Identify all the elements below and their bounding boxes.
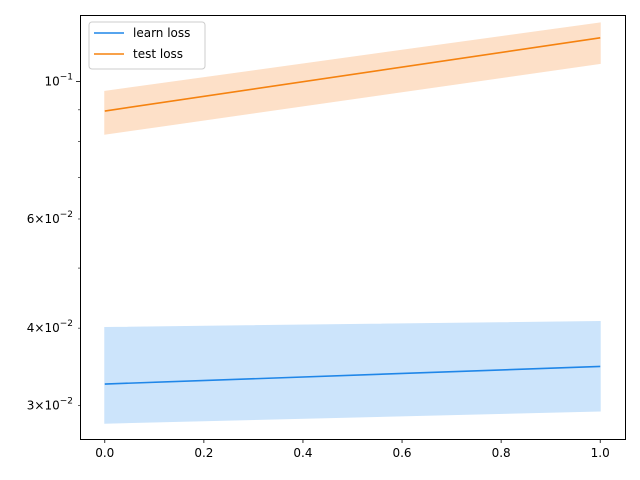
learn-loss-line [104, 365, 601, 385]
y-tick-label: 3×10−2 [27, 397, 73, 413]
legend: learn loss test loss [88, 21, 206, 70]
confidence-bands [104, 22, 601, 424]
y-axis: 10−1 3×10−2 4×10−2 6×10−2 [27, 72, 80, 413]
y-tick-label: 4×10−2 [27, 319, 73, 335]
y-tick-label: 6×10−2 [27, 210, 73, 226]
x-axis: 0.0 0.2 0.4 0.6 0.8 1.0 [95, 439, 610, 460]
series-lines [104, 37, 601, 385]
x-tick-label: 1.0 [591, 446, 610, 460]
plot-frame [80, 15, 626, 440]
x-tick-label: 0.0 [95, 446, 114, 460]
learn-loss-band [104, 320, 601, 424]
x-tick-label: 0.8 [492, 446, 511, 460]
x-tick-label: 0.4 [293, 446, 312, 460]
test-loss-line [104, 37, 601, 112]
x-tick-label: 0.2 [194, 446, 213, 460]
test-loss-band [104, 22, 601, 135]
x-tick-label: 0.6 [392, 446, 411, 460]
legend-label: test loss [133, 47, 183, 61]
legend-label: learn loss [133, 26, 190, 40]
y-tick-label: 10−1 [44, 72, 73, 88]
